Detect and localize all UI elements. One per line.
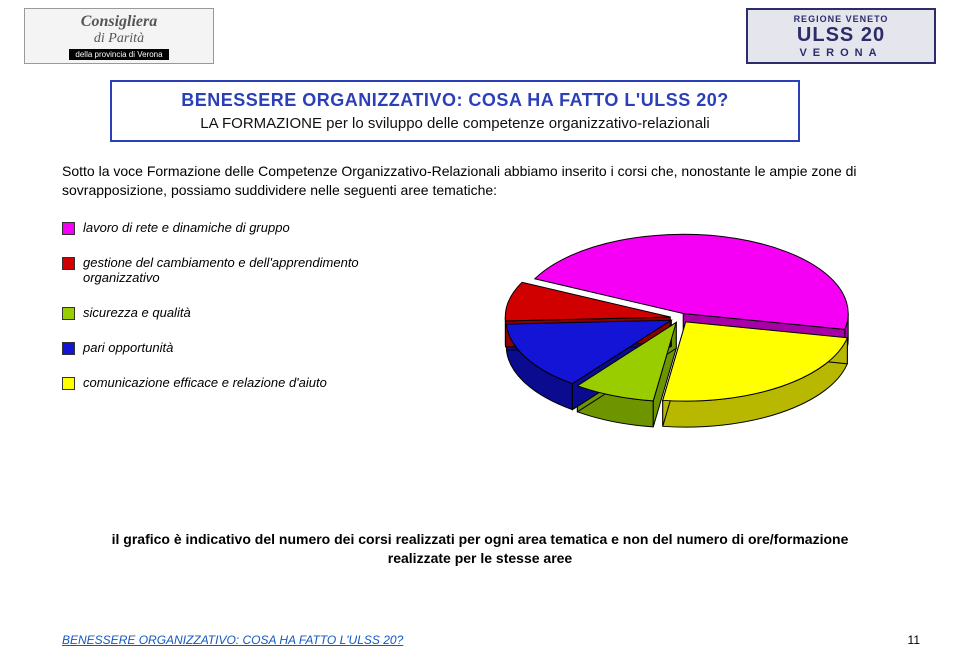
footer: BENESSERE ORGANIZZATIVO: COSA HA FATTO L… — [62, 633, 920, 647]
title-sub: LA FORMAZIONE per lo sviluppo delle comp… — [126, 115, 784, 132]
legend-item: lavoro di rete e dinamiche di gruppo — [62, 220, 432, 235]
title-box: BENESSERE ORGANIZZATIVO: COSA HA FATTO L… — [110, 80, 800, 142]
legend: lavoro di rete e dinamiche di gruppo gest… — [62, 220, 432, 410]
logo-right-main: ULSS 20 — [797, 24, 885, 47]
legend-item: gestione del cambiamento e dell'apprendi… — [62, 255, 432, 285]
logo-left-line1: Consigliera — [81, 13, 157, 31]
logo-right-top: REGIONE VENETO — [794, 14, 889, 24]
header-logos: Consigliera di Parità della provincia di… — [24, 8, 936, 64]
legend-swatch — [62, 307, 75, 320]
legend-swatch — [62, 342, 75, 355]
footer-page-number: 11 — [908, 633, 920, 647]
pie-chart-svg — [470, 190, 890, 490]
legend-label: pari opportunità — [83, 340, 432, 355]
title-main: BENESSERE ORGANIZZATIVO: COSA HA FATTO L… — [126, 90, 784, 111]
legend-item: sicurezza e qualità — [62, 305, 432, 320]
legend-swatch — [62, 222, 75, 235]
legend-item: comunicazione efficace e relazione d'aiu… — [62, 375, 432, 390]
slide: Consigliera di Parità della provincia di… — [0, 0, 960, 663]
legend-item: pari opportunità — [62, 340, 432, 355]
logo-left: Consigliera di Parità della provincia di… — [24, 8, 214, 64]
pie-chart — [470, 190, 890, 490]
legend-swatch — [62, 377, 75, 390]
chart-caption: il grafico è indicativo del numero dei c… — [110, 530, 850, 568]
legend-label: lavoro di rete e dinamiche di gruppo — [83, 220, 432, 235]
logo-right: REGIONE VENETO ULSS 20 VERONA — [746, 8, 936, 64]
logo-left-line2: di Parità — [94, 31, 144, 47]
legend-swatch — [62, 257, 75, 270]
logo-right-sub: VERONA — [799, 47, 882, 59]
legend-label: comunicazione efficace e relazione d'aiu… — [83, 375, 432, 390]
footer-left: BENESSERE ORGANIZZATIVO: COSA HA FATTO L… — [62, 633, 403, 647]
legend-label: gestione del cambiamento e dell'apprendi… — [83, 255, 432, 285]
logo-left-bar: della provincia di Verona — [69, 49, 168, 60]
legend-label: sicurezza e qualità — [83, 305, 432, 320]
